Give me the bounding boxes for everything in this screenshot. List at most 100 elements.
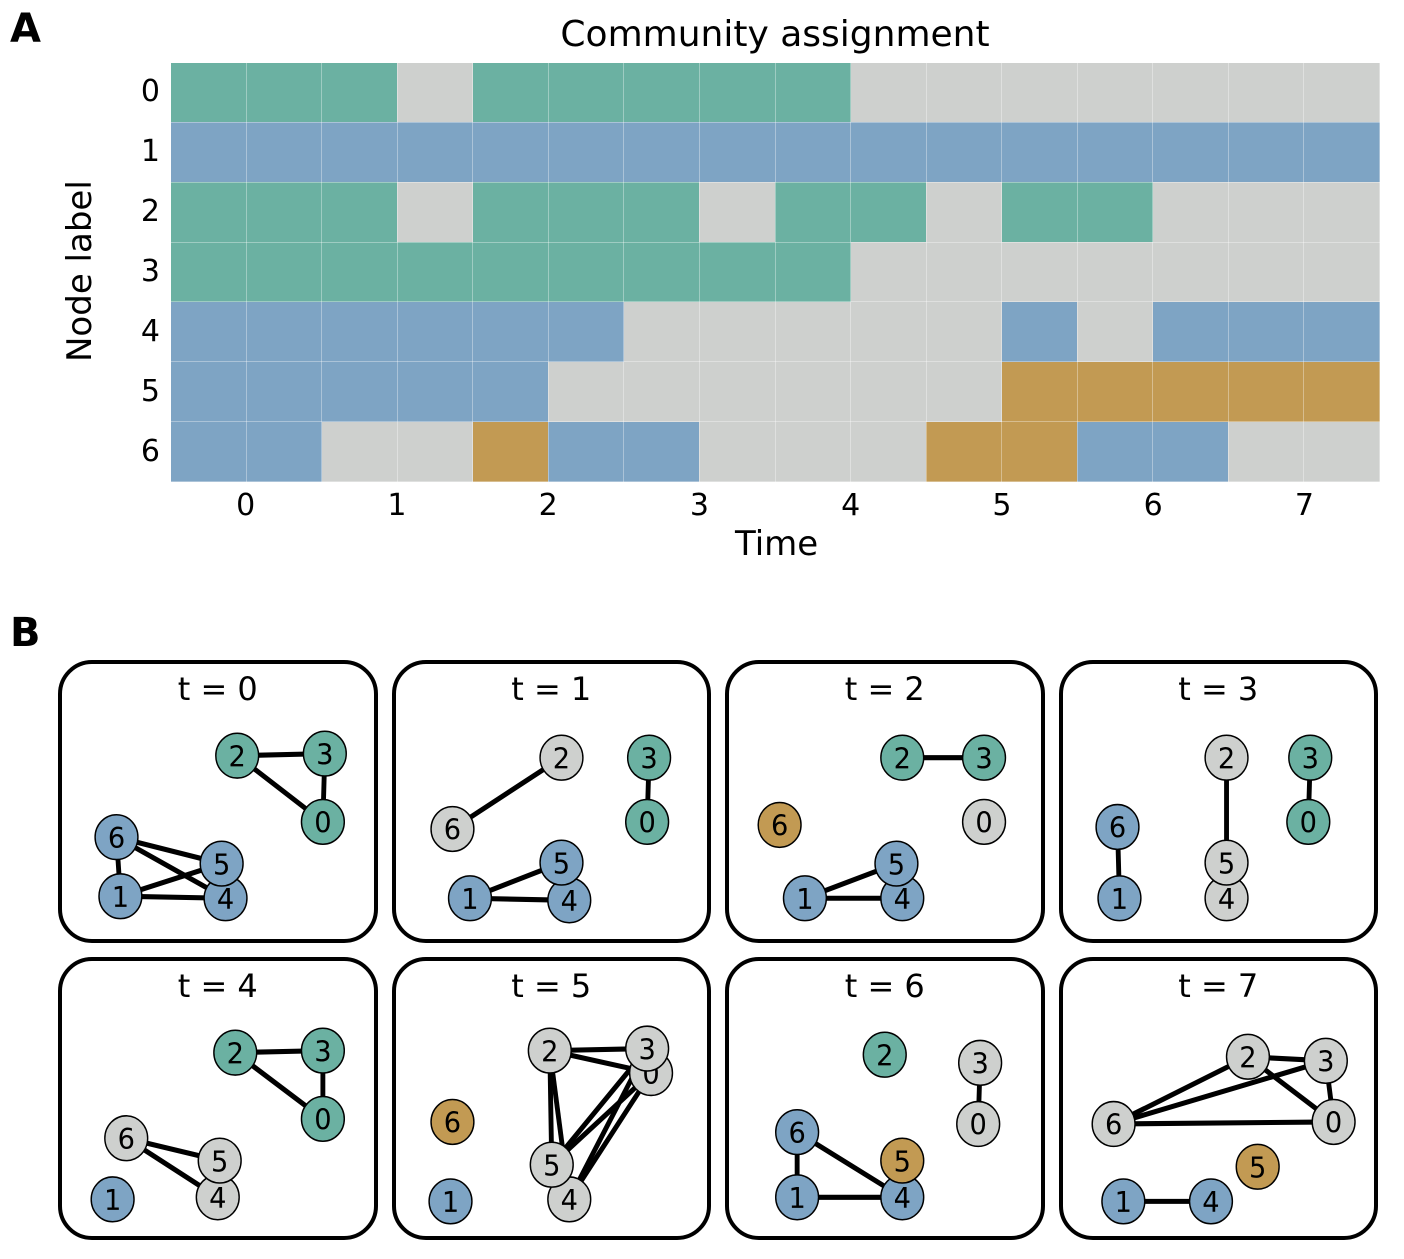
svg-text:4: 4 xyxy=(894,1181,911,1215)
y-tick-label: 0 xyxy=(126,74,160,109)
graph-node: 5 xyxy=(198,1138,241,1183)
svg-text:6: 6 xyxy=(771,809,788,843)
heatmap-cell xyxy=(1077,362,1153,422)
heatmap-cell xyxy=(1077,422,1153,482)
heatmap-cell xyxy=(1228,63,1304,123)
heatmap-cell xyxy=(624,362,700,422)
heatmap-cell xyxy=(851,63,927,123)
graph-node: 0 xyxy=(625,799,668,844)
heatmap-cell xyxy=(1002,63,1078,123)
svg-text:0: 0 xyxy=(314,1103,331,1137)
heatmap-cell xyxy=(1228,122,1304,182)
heatmap-cell xyxy=(624,122,700,182)
heatmap-cell xyxy=(1077,182,1153,242)
heatmap-cell xyxy=(548,302,624,362)
heatmap-cell xyxy=(1304,242,1380,302)
graph-node: 3 xyxy=(959,1040,1002,1085)
svg-text:5: 5 xyxy=(1217,847,1234,881)
network-panel: t = 70123456 xyxy=(1059,957,1379,1240)
heatmap-cell xyxy=(1002,422,1078,482)
heatmap-cell xyxy=(851,242,927,302)
svg-text:1: 1 xyxy=(1110,882,1127,916)
network-panel: t = 30123456 xyxy=(1059,660,1379,943)
network-panel: t = 60123456 xyxy=(725,957,1045,1240)
svg-text:5: 5 xyxy=(211,1145,228,1179)
svg-text:6: 6 xyxy=(1104,1108,1121,1142)
svg-text:6: 6 xyxy=(108,821,125,855)
heatmap-cell xyxy=(171,122,247,182)
panel-label-a: A xyxy=(10,6,41,52)
graph-node: 1 xyxy=(99,874,142,919)
heatmap-cell xyxy=(775,122,851,182)
svg-text:6: 6 xyxy=(1108,811,1125,845)
graph-node: 2 xyxy=(1205,735,1248,780)
panel-label-b: B xyxy=(10,610,41,656)
svg-text:1: 1 xyxy=(104,1183,121,1217)
graph-node: 0 xyxy=(1286,799,1329,844)
heatmap-cell xyxy=(1077,63,1153,123)
heatmap-cell xyxy=(171,182,247,242)
graph-node: 1 xyxy=(784,876,827,921)
svg-text:6: 6 xyxy=(118,1122,135,1156)
heatmap-cell xyxy=(397,422,473,482)
heatmap-cell xyxy=(548,422,624,482)
heatmap-cell xyxy=(851,302,927,362)
graph-node: 5 xyxy=(1236,1144,1279,1189)
heatmap-cell xyxy=(699,122,775,182)
heatmap-cell xyxy=(1228,302,1304,362)
heatmap-cell xyxy=(397,63,473,123)
heatmap-cell xyxy=(775,302,851,362)
graph-node: 3 xyxy=(303,731,346,776)
heatmap-cell xyxy=(1077,122,1153,182)
svg-text:1: 1 xyxy=(796,882,813,916)
x-tick-label: 1 xyxy=(377,488,417,523)
heatmap-cell xyxy=(775,242,851,302)
heatmap-cell xyxy=(1304,362,1380,422)
svg-text:1: 1 xyxy=(461,882,478,916)
svg-text:6: 6 xyxy=(443,813,460,847)
network-panel: t = 10123456 xyxy=(392,660,712,943)
graph-node: 6 xyxy=(776,1110,819,1155)
heatmap-cell xyxy=(171,63,247,123)
heatmap-cell xyxy=(322,122,398,182)
svg-text:3: 3 xyxy=(1317,1045,1334,1079)
heatmap-cell xyxy=(775,362,851,422)
y-tick-label: 6 xyxy=(126,434,160,469)
graph-node: 6 xyxy=(105,1116,148,1161)
graph-node: 3 xyxy=(625,1026,668,1071)
heatmap-cell xyxy=(926,242,1002,302)
graph-node: 6 xyxy=(431,1100,474,1145)
heatmap-cell xyxy=(1077,242,1153,302)
graph-node: 5 xyxy=(530,1142,573,1187)
svg-text:0: 0 xyxy=(638,806,655,840)
heatmap-cell xyxy=(851,122,927,182)
graph-node: 3 xyxy=(963,735,1006,780)
heatmap-cell xyxy=(473,122,549,182)
heatmap-cell xyxy=(699,182,775,242)
heatmap-cell xyxy=(1228,362,1304,422)
x-axis-label: Time xyxy=(735,524,818,564)
heatmap-cell xyxy=(1304,182,1380,242)
graph-node: 2 xyxy=(216,733,259,778)
heatmap-cell xyxy=(699,242,775,302)
graph-node: 3 xyxy=(301,1028,344,1073)
heatmap-cell xyxy=(548,242,624,302)
heatmap-cell xyxy=(1077,302,1153,362)
heatmap-cell xyxy=(624,302,700,362)
svg-text:5: 5 xyxy=(1249,1151,1266,1185)
graph-node: 2 xyxy=(863,1032,906,1077)
graph-node: 1 xyxy=(429,1179,472,1224)
heatmap-cell xyxy=(171,362,247,422)
svg-text:4: 4 xyxy=(1217,882,1234,916)
heatmap-cell xyxy=(548,63,624,123)
heatmap-cell xyxy=(926,122,1002,182)
heatmap-cell xyxy=(246,122,322,182)
heatmap-cell xyxy=(926,422,1002,482)
graph-node: 2 xyxy=(528,1028,571,1073)
graph-node: 4 xyxy=(1189,1179,1232,1224)
heatmap-cell xyxy=(1304,422,1380,482)
heatmap-cell xyxy=(1153,122,1229,182)
heatmap-cell xyxy=(851,362,927,422)
heatmap-cell xyxy=(397,302,473,362)
svg-text:0: 0 xyxy=(970,1108,987,1142)
